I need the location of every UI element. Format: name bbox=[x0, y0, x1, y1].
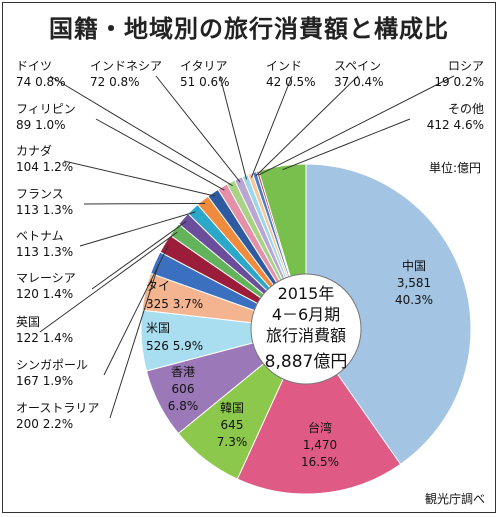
slice-name-label: 中国 bbox=[402, 258, 426, 273]
leader-line bbox=[282, 118, 411, 171]
leader-line bbox=[103, 245, 169, 376]
outside-name-label: ベトナム bbox=[16, 229, 64, 243]
outside-value-label: 72 0.8% bbox=[90, 75, 140, 89]
center-hole bbox=[250, 273, 362, 385]
pie-slice-0 bbox=[305, 163, 472, 465]
outside-name-label: 英国 bbox=[16, 315, 40, 329]
outside-value-label: 412 4.6% bbox=[427, 118, 484, 132]
slice-name-label: タイ bbox=[146, 279, 170, 293]
outside-labels: オーストラリア 200 2.2% シンガポール 167 1.9% 英国 122 1.4% マ… bbox=[16, 59, 484, 431]
slice-name-label: 米国 bbox=[146, 321, 170, 335]
leader-line bbox=[83, 202, 206, 205]
outside-value-label: 200 2.2% bbox=[16, 417, 73, 431]
outside-name-label: イタリア bbox=[180, 59, 228, 73]
leader-line bbox=[155, 75, 241, 183]
outside-value-label: 167 1.9% bbox=[16, 374, 73, 388]
slice-name-label: 韓国 bbox=[220, 401, 244, 415]
outside-value-label: 51 0.6% bbox=[180, 75, 230, 89]
outside-name-label: シンガポール bbox=[16, 358, 88, 372]
outside-name-label: フィリピン bbox=[16, 102, 76, 116]
outside-value-label: 74 0.8% bbox=[16, 75, 66, 89]
outside-value-label: 122 1.4% bbox=[16, 331, 73, 345]
slice-value-label: 325 3.7% bbox=[146, 297, 203, 311]
slice-pct-label: 16.5% bbox=[301, 455, 339, 469]
outside-value-label: 113 1.3% bbox=[16, 203, 73, 217]
outside-value-label: 113 1.3% bbox=[16, 245, 73, 259]
slice-pct-label: 40.3% bbox=[395, 293, 433, 307]
leader-line bbox=[39, 231, 178, 333]
slice-value-label: 645 bbox=[221, 418, 244, 432]
outside-value-label: 19 0.2% bbox=[434, 75, 484, 89]
leader-line bbox=[258, 75, 455, 176]
leader-line bbox=[250, 75, 293, 178]
outside-value-label: 37 0.4% bbox=[334, 75, 384, 89]
outside-name-label: その他 bbox=[448, 102, 484, 116]
outside-name-label: インドネシア bbox=[90, 59, 162, 73]
leader-lines bbox=[39, 75, 455, 419]
unit-label: 単位:億円 bbox=[429, 160, 481, 175]
leader-line bbox=[63, 160, 216, 197]
slice-value-label: 606 bbox=[172, 382, 195, 396]
center-line-total: 8,887億円 bbox=[265, 352, 348, 372]
leader-line bbox=[219, 75, 247, 180]
leader-line bbox=[95, 118, 225, 191]
center-line-label: 旅行消費額 bbox=[266, 326, 346, 345]
slice-name-label: 香港 bbox=[171, 365, 195, 379]
leader-line bbox=[109, 263, 160, 419]
outside-name-label: フランス bbox=[16, 187, 64, 201]
slice-value-label: 526 5.9% bbox=[146, 339, 203, 353]
outside-name-label: ドイツ bbox=[16, 59, 52, 73]
outside-name-label: カナダ bbox=[16, 143, 52, 158]
outside-name-label: スペイン bbox=[334, 59, 381, 73]
outside-value-label: 104 1.2% bbox=[16, 160, 73, 174]
slice-value-label: 3,581 bbox=[397, 276, 431, 290]
outside-name-label: ロシア bbox=[448, 59, 484, 73]
leader-line bbox=[255, 75, 359, 177]
slice-name-label: 台湾 bbox=[308, 420, 332, 435]
outside-value-label: 89 1.0% bbox=[16, 118, 66, 132]
chart-title: 国籍・地域別の旅行消費額と構成比 bbox=[49, 15, 449, 43]
leader-line bbox=[79, 211, 196, 247]
outside-name-label: オーストラリア bbox=[16, 401, 99, 415]
slice-value-label: 1,470 bbox=[303, 438, 337, 452]
center-line-period: 4－6月期 bbox=[272, 305, 340, 324]
leader-line bbox=[49, 75, 233, 187]
source-label: 観光庁調べ bbox=[425, 492, 485, 506]
outside-value-label: 42 0.5% bbox=[266, 75, 316, 89]
leader-line bbox=[91, 220, 187, 290]
outside-value-label: 120 1.4% bbox=[16, 287, 73, 301]
slice-pct-label: 7.3% bbox=[217, 435, 248, 449]
outside-name-label: マレーシア bbox=[16, 271, 76, 285]
inside-labels: 中国 3,581 40.3% 台湾 1,470 16.5% 韓国 645 7.3% 香港 606 6.… bbox=[146, 258, 433, 469]
outside-name-label: インド bbox=[266, 59, 302, 73]
slice-pct-label: 6.8% bbox=[168, 399, 199, 413]
center-text: 2015年 4－6月期 旅行消費額 8,887億円 bbox=[265, 284, 348, 372]
center-line-year: 2015年 bbox=[278, 284, 335, 303]
pie-slice-1 bbox=[236, 327, 402, 495]
